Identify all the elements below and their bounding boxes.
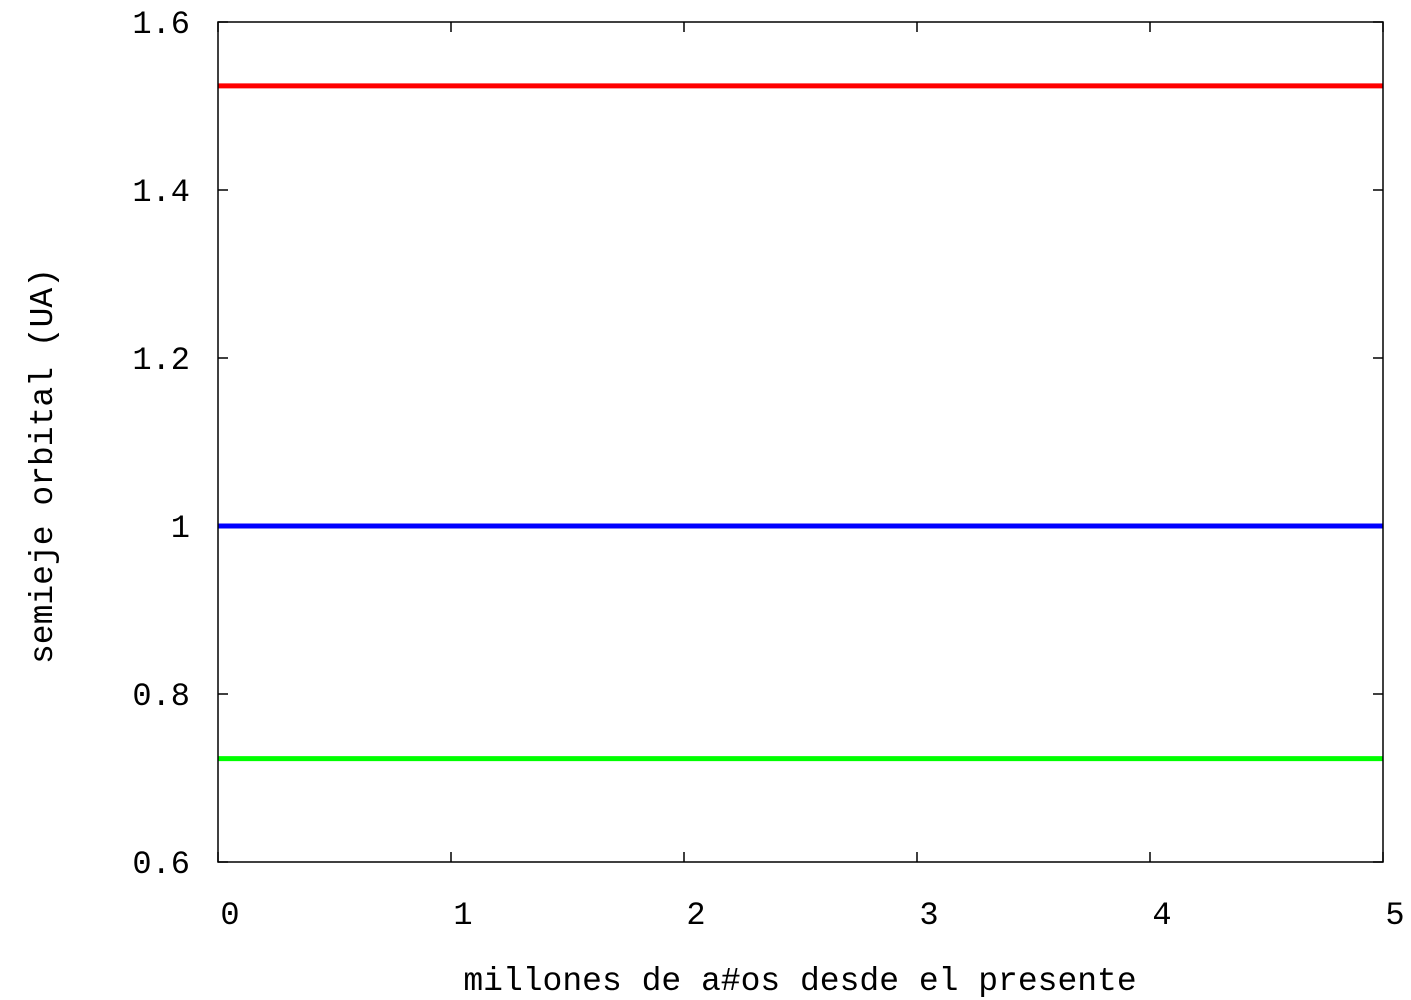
y-axis-title: semieje orbital (UA): [25, 268, 62, 664]
y-tick-label: 1.6: [132, 6, 190, 43]
x-tick-label: 5: [1385, 897, 1404, 934]
y-tick-label: 0.8: [132, 678, 190, 715]
x-axis-title: millones de a#os desde el presente: [463, 963, 1136, 1000]
x-tick-label: 3: [919, 897, 938, 934]
x-tick-label: 1: [453, 897, 472, 934]
y-tick-label: 1.2: [132, 342, 190, 379]
plot-frame: [217, 21, 1384, 863]
series-layer: [218, 83, 1383, 762]
y-tick-label: 1.4: [132, 174, 190, 211]
x-tick-label: 4: [1152, 897, 1171, 934]
y-tick-label: 1: [171, 510, 190, 547]
ticks-layer: [217, 21, 1384, 863]
labels-layer: 0 1 2 3 4 5 0.6 0.8 1 1.2 1.4 1.6: [132, 6, 1404, 934]
y-tick-label: 0.6: [132, 846, 190, 883]
x-tick-label: 0: [220, 897, 239, 934]
x-tick-label: 2: [686, 897, 705, 934]
